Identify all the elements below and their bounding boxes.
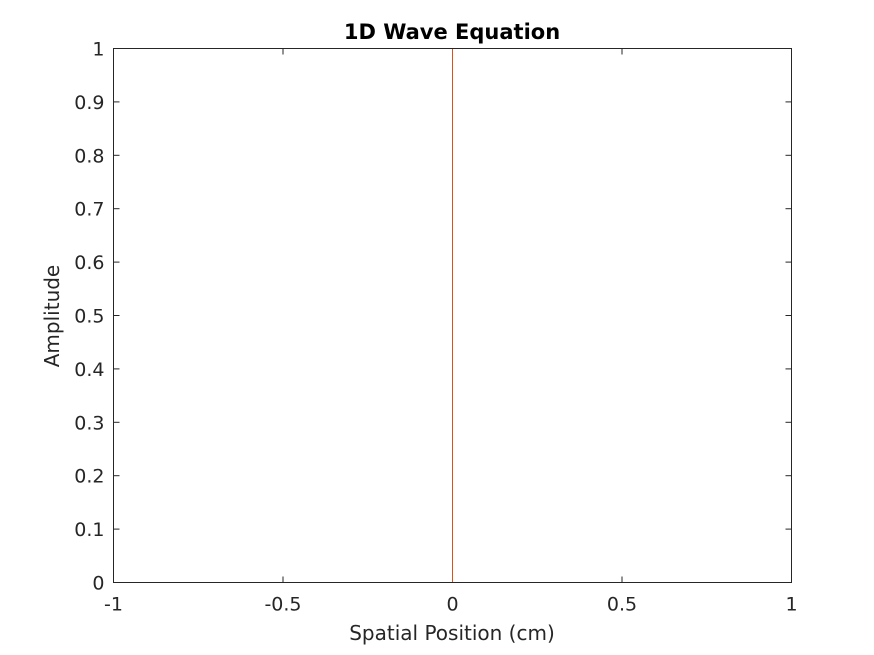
x-tick-label: -1 (104, 594, 123, 616)
plot-area-box (113, 48, 792, 583)
chart-title: 1D Wave Equation (344, 20, 560, 44)
y-tick-label: 0.2 (74, 466, 104, 488)
y-tick-label: 0.6 (74, 252, 104, 274)
y-tick-label: 0 (92, 573, 104, 595)
y-axis-label: Amplitude (40, 265, 64, 368)
y-tick-label: 1 (92, 39, 104, 61)
y-tick-label: 0.1 (74, 519, 104, 541)
x-axis-ticks: -1 -0.5 0 0.5 1 (104, 48, 798, 616)
y-tick-label: 0.8 (74, 145, 104, 167)
x-tick-label: 1 (785, 594, 797, 616)
y-tick-label: 0.9 (74, 92, 104, 114)
x-tick-label: 0 (446, 594, 458, 616)
x-tick-label: -0.5 (264, 594, 301, 616)
y-tick-label: 0.4 (74, 359, 104, 381)
y-tick-label: 0.3 (74, 412, 104, 434)
y-tick-label: 0.5 (74, 306, 104, 328)
y-tick-label: 0.7 (74, 199, 104, 221)
x-axis-label: Spatial Position (cm) (349, 621, 555, 645)
x-tick-label: 0.5 (607, 594, 637, 616)
y-axis-ticks: 0 0.1 0.2 0.3 0.4 0.5 0.6 0.7 0.8 0.9 1 (74, 39, 792, 595)
